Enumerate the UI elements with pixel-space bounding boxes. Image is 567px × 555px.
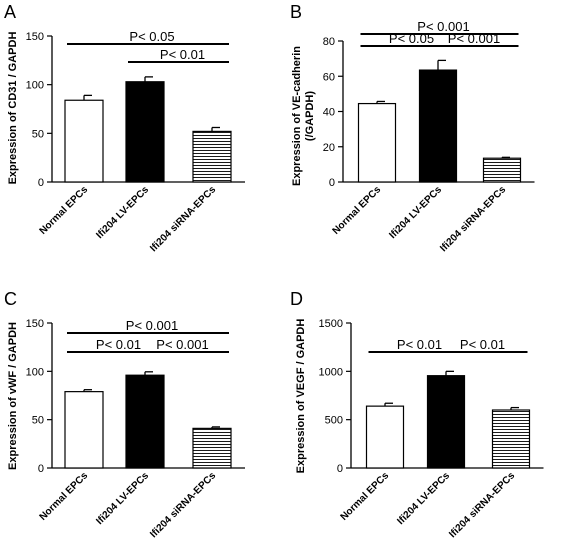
significance-label: P< 0.001: [417, 19, 469, 34]
bar-3: [192, 130, 232, 183]
category-label: Ifi204 LV-EPCs: [94, 470, 151, 527]
y-tick-label: 50: [32, 415, 44, 427]
y-axis-label: Expression of VEGF / GAPDH: [295, 319, 307, 474]
significance-label: P< 0.01: [460, 337, 505, 352]
category-label: Ifi204 LV-EPCs: [395, 470, 452, 527]
significance-label: P< 0.05: [389, 31, 434, 46]
y-tick-label: 100: [26, 80, 44, 92]
bar-3: [491, 409, 531, 469]
panel-b: B Expression of VE-cadherin(/GAPDH) 0 20 40 6…: [290, 2, 535, 254]
y-tick-label: 0: [38, 463, 44, 475]
y-tick-label: 60: [323, 71, 335, 83]
bar-2: [125, 81, 165, 183]
category-label: Normal EPCs: [38, 470, 91, 523]
y-tick-label: 100: [26, 366, 44, 378]
significance-label: P< 0.001: [126, 318, 178, 333]
significance-label: P< 0.001: [156, 337, 208, 352]
panel-letter: B: [290, 2, 302, 22]
bar-2: [426, 375, 466, 469]
y-tick-label: 20: [323, 142, 335, 154]
category-label: Normal EPCs: [331, 184, 384, 237]
y-tick-label: 150: [26, 31, 44, 43]
y-tick-label: 50: [32, 128, 44, 140]
y-axis-label: Expression of VE-cadherin(/GAPDH): [291, 46, 316, 186]
category-label: Normal EPCs: [339, 470, 392, 523]
category-label: Ifi204 LV-EPCs: [94, 184, 151, 241]
y-tick-label: 0: [38, 177, 44, 189]
bar-2: [418, 69, 458, 183]
bar-3: [482, 157, 522, 183]
y-tick-label: 150: [26, 318, 44, 330]
y-axis-label: Expression of vWF / GAPDH: [7, 322, 19, 470]
category-label: Normal EPCs: [38, 184, 91, 237]
significance-label: P< 0.05: [129, 29, 174, 44]
y-tick-label: 500: [325, 415, 343, 427]
bar-3: [192, 427, 232, 469]
significance-label: P< 0.001: [448, 31, 500, 46]
panel-a: A Expression of CD31 / GAPDH 0 50 100 150 Norm…: [4, 2, 245, 254]
category-label: Ifi204 siRNA-EPCs: [148, 184, 218, 254]
category-label: Ifi204 LV-EPCs: [387, 184, 444, 241]
category-label: Ifi204 siRNA-EPCs: [438, 184, 508, 254]
panel-c: C Expression of vWF / GAPDH 0 50 100 150 Norma…: [4, 289, 245, 540]
y-tick-label: 40: [323, 107, 335, 119]
bar-1: [64, 99, 104, 183]
bar-1: [64, 391, 104, 469]
bar-1: [365, 405, 405, 469]
y-tick-label: 80: [323, 36, 335, 48]
y-tick-label: 1500: [319, 318, 343, 330]
bar-1: [357, 102, 397, 183]
y-tick-label: 1000: [319, 366, 343, 378]
significance-label: P< 0.01: [96, 337, 141, 352]
category-label: Ifi204 siRNA-EPCs: [148, 470, 218, 540]
y-tick-label: 0: [329, 177, 335, 189]
significance-label: P< 0.01: [160, 47, 205, 62]
panel-letter: A: [4, 2, 16, 22]
panel-d: D Expression of VEGF / GAPDH 0 500 1000 1500 N…: [290, 289, 544, 540]
bar-2: [125, 374, 165, 469]
significance-label: P< 0.01: [397, 337, 442, 352]
y-tick-label: 0: [337, 463, 343, 475]
panel-letter: D: [290, 289, 303, 309]
panel-letter: C: [4, 289, 17, 309]
y-axis-label: Expression of CD31 / GAPDH: [7, 32, 19, 185]
category-label: Ifi204 siRNA-EPCs: [447, 470, 517, 540]
